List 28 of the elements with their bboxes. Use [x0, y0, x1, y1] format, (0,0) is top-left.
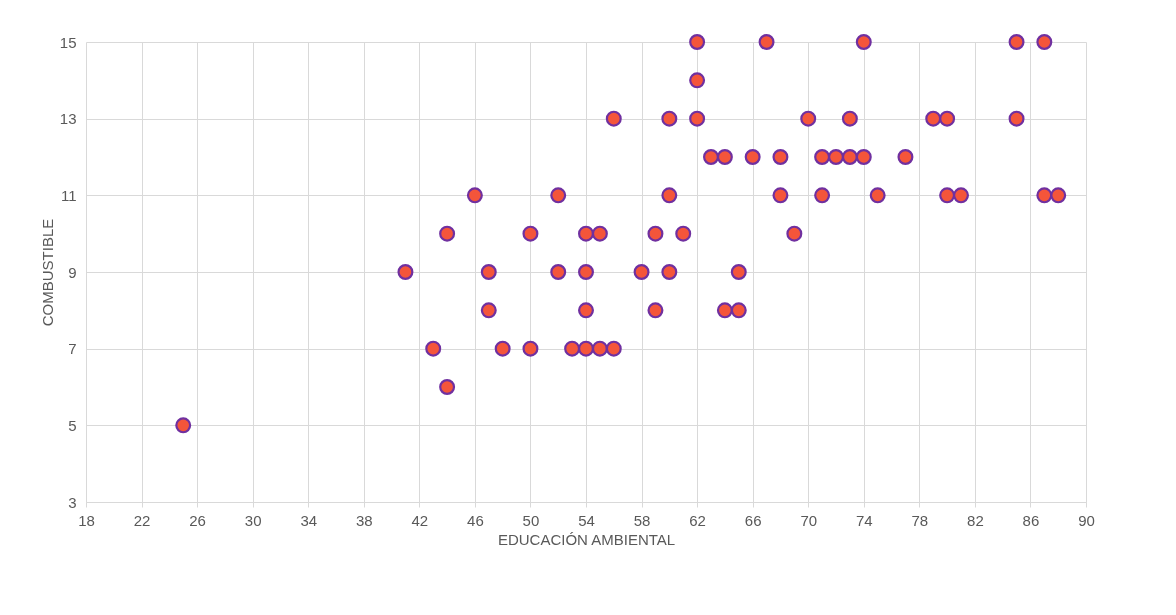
x-tick-label: 70: [800, 511, 818, 529]
x-tick-label: 62: [689, 511, 706, 529]
y-tick-label: 13: [59, 110, 77, 128]
x-tick-label: 82: [967, 511, 984, 529]
x-tick-label: 26: [189, 511, 206, 529]
x-tick-label: 50: [522, 511, 540, 529]
x-axis-title: EDUCACIÓN AMBIENTAL: [497, 530, 676, 548]
x-tick-label: 38: [355, 511, 373, 529]
x-tick-label: 90: [1078, 511, 1095, 529]
x-tick-label: 58: [633, 511, 651, 529]
y-tick-label: 5: [68, 416, 77, 434]
x-tick-label: 74: [855, 511, 873, 529]
x-tick-label: 66: [744, 511, 762, 529]
x-tick-label: 22: [133, 511, 151, 529]
y-tick-label: 3: [68, 493, 77, 511]
x-tick-label: 18: [78, 511, 95, 529]
y-tick-label: 7: [68, 340, 77, 358]
x-tick-label: 30: [244, 511, 262, 529]
y-tick-label: 15: [59, 33, 77, 51]
x-tick-label: 34: [300, 511, 318, 529]
y-axis-title: COMBUSTIBLE: [38, 218, 56, 327]
x-tick-label: 46: [467, 511, 484, 529]
y-tick-label: 9: [68, 263, 77, 281]
x-tick-label: 42: [411, 511, 429, 529]
x-tick-label: 86: [1022, 511, 1040, 529]
x-tick-label: 78: [911, 511, 929, 529]
x-tick-label: 54: [578, 511, 595, 529]
y-tick-label: 11: [60, 186, 77, 204]
